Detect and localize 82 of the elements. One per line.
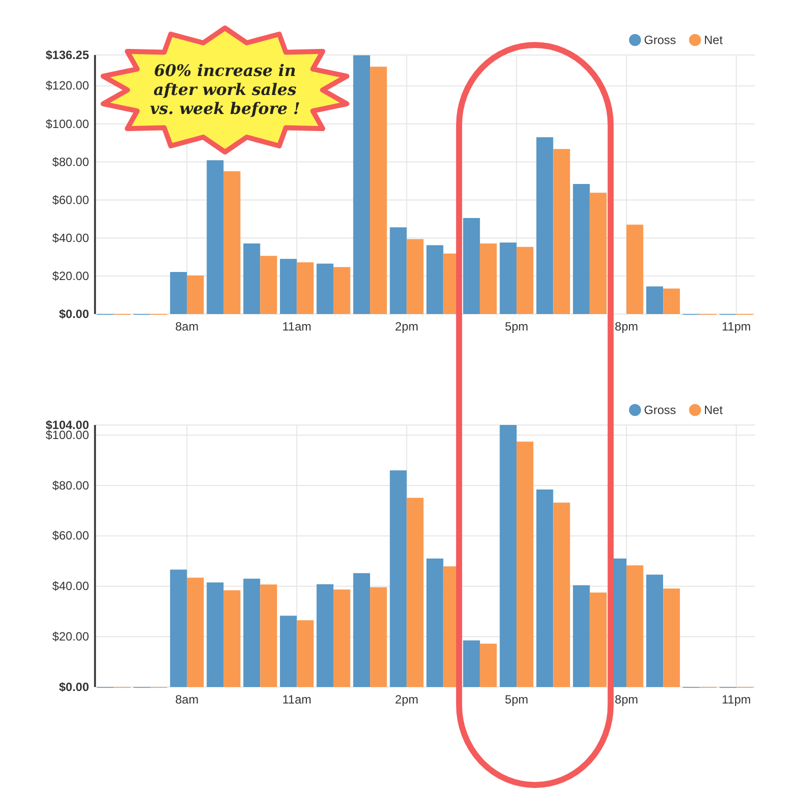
bar (370, 587, 387, 687)
legend-label: Net (704, 403, 724, 417)
bar (186, 578, 204, 687)
bar (426, 245, 444, 314)
legend-label: Gross (644, 403, 676, 417)
y-tick-label: $80.00 (52, 154, 90, 169)
y-tick-label: $20.00 (52, 268, 90, 283)
y-tick-label: $0.00 (58, 680, 90, 694)
bar (224, 590, 240, 687)
bar (516, 442, 534, 687)
bar (500, 425, 517, 687)
bar (626, 565, 644, 687)
bar (260, 584, 278, 687)
bar (463, 640, 480, 687)
x-tick-label: 8pm (614, 320, 638, 334)
bar (553, 149, 570, 314)
bar (206, 582, 224, 687)
bar (280, 258, 297, 314)
bar (170, 272, 187, 314)
bar (260, 256, 278, 314)
y-tick-label: $60.00 (52, 528, 90, 543)
bar (626, 224, 644, 314)
bar (480, 243, 497, 314)
bar (426, 558, 444, 687)
bar (480, 644, 497, 687)
y-tick-label: $0.00 (58, 306, 90, 321)
bar (353, 55, 370, 314)
bar (170, 570, 187, 687)
bar (572, 184, 590, 314)
x-tick-label: 5pm (504, 692, 528, 707)
y-tick-label: $40.00 (52, 230, 90, 245)
x-tick-label: 5pm (504, 320, 528, 334)
y-tick-label: $40.00 (52, 579, 90, 594)
x-tick-label: 8pm (614, 692, 638, 707)
y-tick-label: $60.00 (52, 192, 90, 207)
x-tick-label: 8am (175, 320, 199, 334)
bar (370, 66, 387, 314)
legend-label: Gross (644, 33, 676, 47)
x-tick-label: 2pm (395, 320, 418, 334)
bar (553, 502, 570, 687)
bar (590, 192, 607, 314)
y-tick-label: $136.25 (46, 48, 90, 62)
bar (353, 573, 370, 687)
y-tick-label: $100.00 (46, 116, 90, 131)
bar (463, 218, 480, 314)
x-tick-label: 11am (282, 320, 312, 334)
bar (390, 470, 407, 687)
bar (406, 239, 424, 314)
bar (333, 590, 350, 687)
bar (333, 267, 350, 314)
y-tick-label: $20.00 (52, 629, 90, 644)
bar (390, 227, 407, 314)
bar (206, 160, 224, 314)
bar (224, 171, 240, 314)
y-tick-label: $80.00 (52, 478, 90, 492)
bar (500, 242, 517, 314)
bar (280, 616, 297, 687)
bar (296, 262, 314, 314)
x-tick-label: 11am (282, 692, 312, 707)
annotation: 60% increase in after work sales vs. week before ! (150, 61, 300, 118)
bar (536, 137, 554, 314)
bar (296, 620, 314, 687)
x-tick-label: 11pm (722, 320, 751, 334)
bar (316, 264, 334, 314)
bar (536, 489, 554, 687)
bar (516, 246, 534, 314)
bar (663, 288, 680, 314)
legend-label: Net (704, 33, 724, 47)
bar (646, 574, 664, 687)
x-tick-label: 2pm (395, 692, 418, 707)
bar (243, 578, 260, 687)
bar (663, 588, 680, 687)
bar (646, 286, 664, 314)
bar (572, 585, 590, 687)
bar (243, 243, 260, 314)
bar (590, 592, 607, 687)
y-tick-label: $120.00 (46, 78, 90, 93)
x-tick-label: 8am (175, 692, 199, 707)
bar (316, 584, 334, 687)
bar (186, 275, 204, 314)
bar (406, 498, 424, 687)
x-tick-label: 11pm (722, 692, 751, 707)
